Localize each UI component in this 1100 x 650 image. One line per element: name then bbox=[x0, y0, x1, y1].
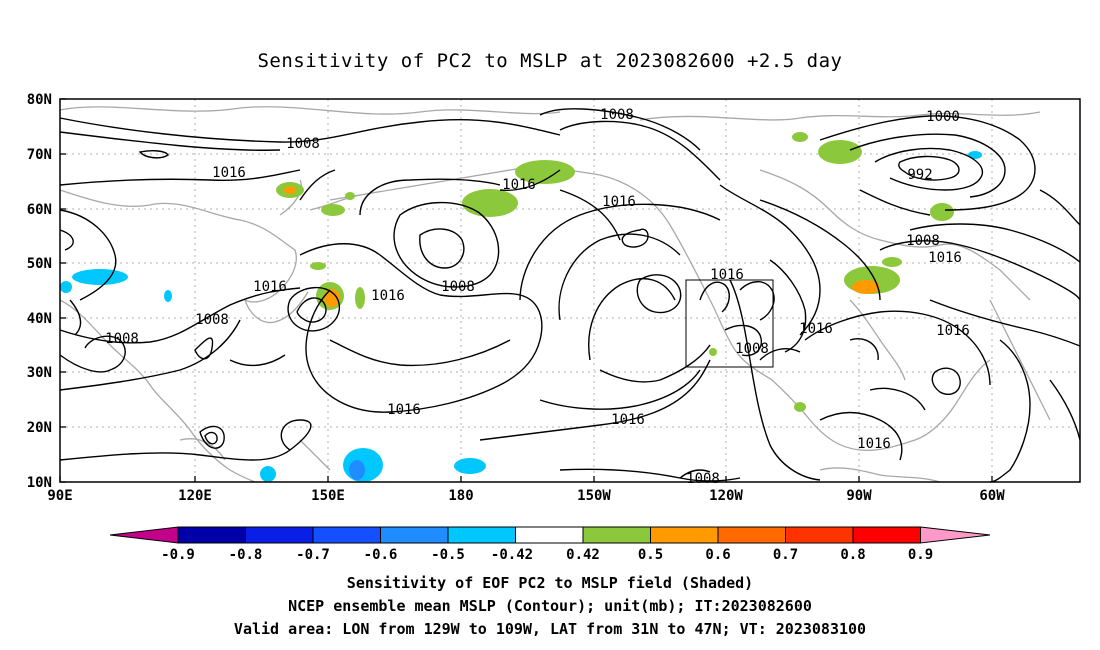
mslp-contours bbox=[59, 108, 1081, 483]
colorbar-cell bbox=[582, 526, 651, 544]
lat-tick-label: 60N bbox=[27, 202, 52, 218]
colorbar-label: 0.8 bbox=[840, 547, 865, 563]
lat-tick-label: 10N bbox=[27, 475, 52, 491]
colorbar-cell bbox=[109, 526, 179, 544]
map-title: Sensitivity of PC2 to MSLP at 2023082600… bbox=[257, 50, 843, 72]
lon-tick-label: 90E bbox=[47, 488, 72, 504]
contour-label: 1016 bbox=[502, 177, 536, 193]
lat-tick-label: 80N bbox=[27, 92, 52, 108]
colorbar-cell bbox=[920, 526, 991, 544]
axis-ticks bbox=[59, 98, 993, 483]
colorbar-cell bbox=[447, 526, 516, 544]
lat-labels: 80N 70N 60N 50N 40N 30N 20N 10N bbox=[27, 92, 52, 491]
contour-label: 1008 bbox=[441, 279, 475, 295]
contour-label: 1008 bbox=[686, 471, 720, 487]
contour-label: 1016 bbox=[212, 165, 246, 181]
lon-tick-label: 120E bbox=[178, 488, 212, 504]
colorbar-label: -0.9 bbox=[161, 547, 195, 563]
colorbar-cell bbox=[177, 526, 246, 544]
colorbar-cell bbox=[380, 526, 449, 544]
caption-line-1: Sensitivity of EOF PC2 to MSLP field (Sh… bbox=[346, 574, 754, 592]
lon-tick-label: 150W bbox=[577, 488, 611, 504]
lat-tick-label: 50N bbox=[27, 256, 52, 272]
lon-tick-label: 90W bbox=[846, 488, 872, 504]
contour-labels: 1008 1016 1016 1008 1016 1016 1016 1008 … bbox=[105, 107, 970, 487]
contour-label: 1008 bbox=[195, 312, 229, 328]
map-panel: 1008 1016 1016 1008 1016 1016 1016 1008 … bbox=[59, 98, 1081, 487]
contour-label: 1016 bbox=[799, 321, 833, 337]
contour-label: 1016 bbox=[611, 412, 645, 428]
contour-label: 1016 bbox=[253, 279, 287, 295]
colorbar-label: 0.5 bbox=[638, 547, 663, 563]
lat-tick-label: 70N bbox=[27, 147, 52, 163]
lon-labels: 90E 120E 150E 180 150W 120W 90W 60W bbox=[47, 488, 1005, 504]
colorbar-label: 0.9 bbox=[908, 547, 933, 563]
lon-tick-label: 120W bbox=[709, 488, 743, 504]
colorbar-label: -0.6 bbox=[364, 547, 398, 563]
caption-line-3: Valid area: LON from 129W to 109W, LAT f… bbox=[233, 620, 867, 638]
colorbar-label: 0.42 bbox=[566, 547, 600, 563]
contour-label: 992 bbox=[907, 167, 932, 183]
contour-label: 1016 bbox=[928, 250, 962, 266]
sensitivity-shading bbox=[60, 132, 982, 482]
contour-label: 1016 bbox=[936, 323, 970, 339]
colorbar bbox=[109, 526, 991, 544]
lat-tick-label: 30N bbox=[27, 365, 52, 381]
colorbar-cell bbox=[785, 526, 854, 544]
contour-label: 1016 bbox=[602, 194, 636, 210]
contour-label: 1000 bbox=[926, 109, 960, 125]
colorbar-cell bbox=[312, 526, 381, 544]
valid-area-box bbox=[685, 279, 774, 368]
contour-label: 1016 bbox=[857, 436, 891, 452]
contour-label: 1016 bbox=[371, 288, 405, 304]
contour-label: 1008 bbox=[286, 136, 320, 152]
colorbar-cell bbox=[515, 526, 584, 544]
colorbar-label: 0.6 bbox=[705, 547, 730, 563]
lon-tick-label: 60W bbox=[979, 488, 1005, 504]
contour-label: 1008 bbox=[906, 233, 940, 249]
grid-lines bbox=[60, 99, 1080, 482]
coastlines bbox=[59, 106, 1051, 483]
lat-tick-label: 40N bbox=[27, 311, 52, 327]
contour-label: 1008 bbox=[105, 331, 139, 347]
colorbar-label: -0.7 bbox=[296, 547, 330, 563]
contour-label: 1008 bbox=[735, 341, 769, 357]
colorbar-label: -0.8 bbox=[229, 547, 263, 563]
colorbar-label: -0.42 bbox=[491, 547, 533, 563]
colorbar-label: -0.5 bbox=[431, 547, 465, 563]
contour-label: 1008 bbox=[600, 107, 634, 123]
caption-line-2: NCEP ensemble mean MSLP (Contour); unit(… bbox=[288, 597, 812, 615]
contour-label: 1016 bbox=[387, 402, 421, 418]
lon-tick-label: 180 bbox=[448, 488, 473, 504]
lat-tick-label: 20N bbox=[27, 420, 52, 436]
lon-tick-label: 150E bbox=[311, 488, 345, 504]
contour-label: 1016 bbox=[710, 267, 744, 283]
colorbar-cell bbox=[852, 526, 921, 544]
colorbar-label: 0.7 bbox=[773, 547, 798, 563]
colorbar-cell bbox=[650, 526, 719, 544]
colorbar-cell bbox=[245, 526, 314, 544]
colorbar-labels: -0.9 -0.8 -0.7 -0.6 -0.5 -0.42 0.42 0.5 … bbox=[161, 547, 933, 563]
colorbar-cell bbox=[717, 526, 786, 544]
